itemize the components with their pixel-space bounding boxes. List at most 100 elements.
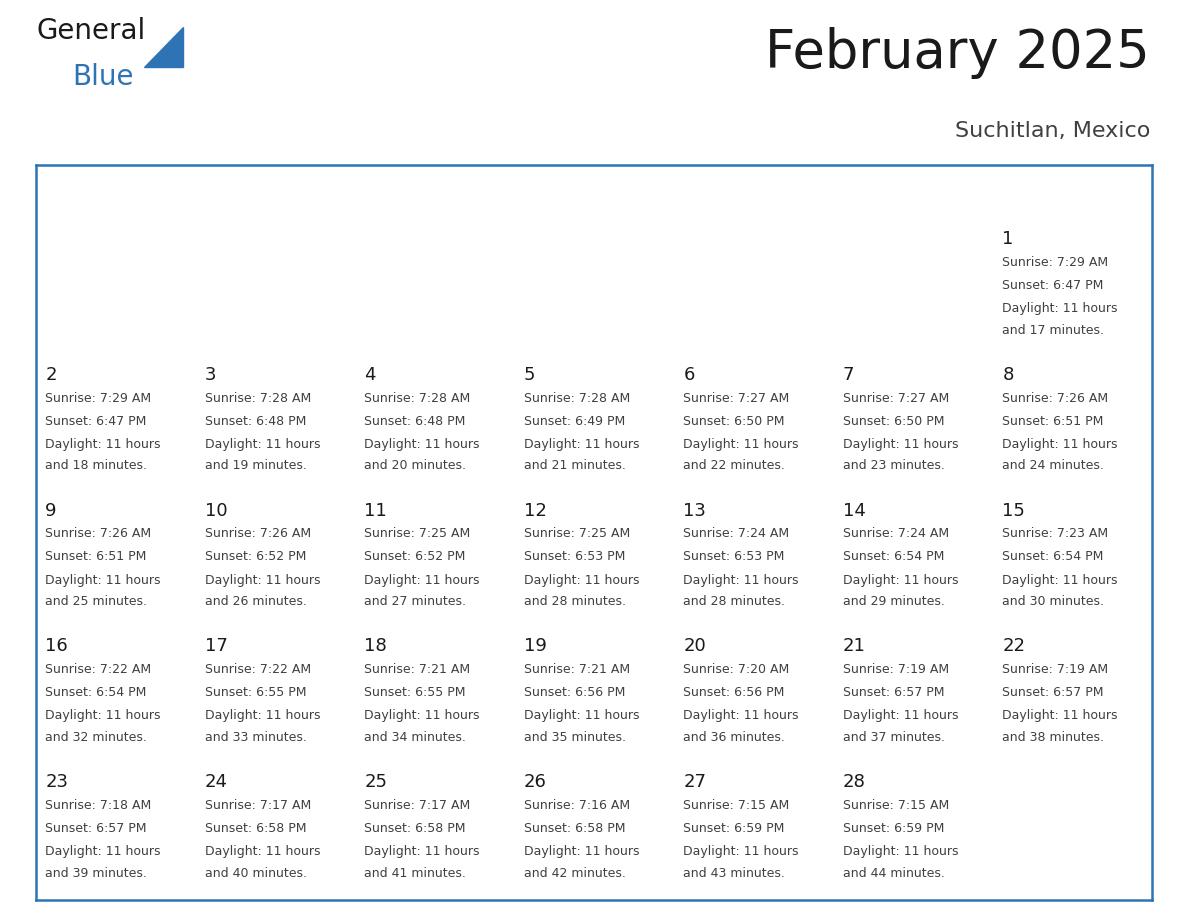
Text: 13: 13 <box>683 501 706 520</box>
Text: and 29 minutes.: and 29 minutes. <box>842 595 944 609</box>
Text: Sunset: 6:54 PM: Sunset: 6:54 PM <box>842 551 944 564</box>
Text: Sunrise: 7:28 AM: Sunrise: 7:28 AM <box>365 391 470 405</box>
Text: Saturday: Saturday <box>1003 185 1083 200</box>
Text: Sunrise: 7:17 AM: Sunrise: 7:17 AM <box>365 799 470 812</box>
Text: Daylight: 11 hours: Daylight: 11 hours <box>683 845 798 858</box>
Text: and 19 minutes.: and 19 minutes. <box>204 459 307 473</box>
Text: 22: 22 <box>1003 637 1025 655</box>
Text: 28: 28 <box>842 773 866 791</box>
Text: Daylight: 11 hours: Daylight: 11 hours <box>365 574 480 587</box>
Text: Sunset: 6:56 PM: Sunset: 6:56 PM <box>683 687 785 700</box>
Text: Sunrise: 7:20 AM: Sunrise: 7:20 AM <box>683 663 790 677</box>
Text: Sunrise: 7:16 AM: Sunrise: 7:16 AM <box>524 799 630 812</box>
Polygon shape <box>144 27 183 67</box>
Text: Daylight: 11 hours: Daylight: 11 hours <box>1003 438 1118 451</box>
Text: Daylight: 11 hours: Daylight: 11 hours <box>204 710 321 722</box>
Text: Sunrise: 7:27 AM: Sunrise: 7:27 AM <box>683 391 790 405</box>
Text: Sunday: Sunday <box>45 185 112 200</box>
Text: 23: 23 <box>45 773 68 791</box>
Text: Daylight: 11 hours: Daylight: 11 hours <box>683 438 798 451</box>
Text: 17: 17 <box>204 637 228 655</box>
Text: Sunset: 6:59 PM: Sunset: 6:59 PM <box>683 823 785 835</box>
Text: and 28 minutes.: and 28 minutes. <box>524 595 626 609</box>
Text: Sunset: 6:59 PM: Sunset: 6:59 PM <box>842 823 944 835</box>
Text: Sunrise: 7:22 AM: Sunrise: 7:22 AM <box>45 663 151 677</box>
Text: Sunset: 6:47 PM: Sunset: 6:47 PM <box>45 415 146 428</box>
Text: Sunrise: 7:21 AM: Sunrise: 7:21 AM <box>365 663 470 677</box>
Text: Sunset: 6:48 PM: Sunset: 6:48 PM <box>204 415 307 428</box>
Text: Sunset: 6:54 PM: Sunset: 6:54 PM <box>45 687 146 700</box>
Text: 20: 20 <box>683 637 706 655</box>
Text: February 2025: February 2025 <box>765 27 1150 79</box>
Text: Sunset: 6:53 PM: Sunset: 6:53 PM <box>683 551 785 564</box>
Text: Daylight: 11 hours: Daylight: 11 hours <box>45 438 160 451</box>
Text: 9: 9 <box>45 501 57 520</box>
Text: Blue: Blue <box>72 62 134 91</box>
Text: Suchitlan, Mexico: Suchitlan, Mexico <box>955 121 1150 140</box>
Text: and 39 minutes.: and 39 minutes. <box>45 867 147 880</box>
Text: Daylight: 11 hours: Daylight: 11 hours <box>365 438 480 451</box>
Text: Daylight: 11 hours: Daylight: 11 hours <box>524 710 639 722</box>
Text: Sunrise: 7:19 AM: Sunrise: 7:19 AM <box>842 663 949 677</box>
Text: 25: 25 <box>365 773 387 791</box>
Text: Sunset: 6:50 PM: Sunset: 6:50 PM <box>842 415 944 428</box>
Text: Sunset: 6:54 PM: Sunset: 6:54 PM <box>1003 551 1104 564</box>
Text: and 38 minutes.: and 38 minutes. <box>1003 731 1105 744</box>
Text: Daylight: 11 hours: Daylight: 11 hours <box>842 574 959 587</box>
Text: Thursday: Thursday <box>683 185 766 200</box>
Text: 10: 10 <box>204 501 227 520</box>
Text: Sunrise: 7:28 AM: Sunrise: 7:28 AM <box>204 391 311 405</box>
Text: 12: 12 <box>524 501 546 520</box>
Text: and 18 minutes.: and 18 minutes. <box>45 459 147 473</box>
Text: and 24 minutes.: and 24 minutes. <box>1003 459 1105 473</box>
Text: Daylight: 11 hours: Daylight: 11 hours <box>45 574 160 587</box>
Text: Sunrise: 7:29 AM: Sunrise: 7:29 AM <box>45 391 151 405</box>
Text: Sunset: 6:48 PM: Sunset: 6:48 PM <box>365 415 466 428</box>
Text: and 32 minutes.: and 32 minutes. <box>45 731 147 744</box>
Text: Daylight: 11 hours: Daylight: 11 hours <box>683 574 798 587</box>
Text: and 27 minutes.: and 27 minutes. <box>365 595 466 609</box>
Text: Daylight: 11 hours: Daylight: 11 hours <box>683 710 798 722</box>
Text: and 21 minutes.: and 21 minutes. <box>524 459 626 473</box>
Text: 7: 7 <box>842 365 854 384</box>
Text: Monday: Monday <box>204 185 276 200</box>
Text: Sunrise: 7:19 AM: Sunrise: 7:19 AM <box>1003 663 1108 677</box>
Text: Sunrise: 7:25 AM: Sunrise: 7:25 AM <box>524 527 630 541</box>
Text: 5: 5 <box>524 365 536 384</box>
Text: 11: 11 <box>365 501 387 520</box>
Text: Daylight: 11 hours: Daylight: 11 hours <box>365 710 480 722</box>
Text: Sunrise: 7:29 AM: Sunrise: 7:29 AM <box>1003 255 1108 269</box>
Text: Daylight: 11 hours: Daylight: 11 hours <box>45 845 160 858</box>
Text: Sunset: 6:55 PM: Sunset: 6:55 PM <box>365 687 466 700</box>
Text: and 30 minutes.: and 30 minutes. <box>1003 595 1105 609</box>
Text: Sunrise: 7:22 AM: Sunrise: 7:22 AM <box>204 663 311 677</box>
Text: Daylight: 11 hours: Daylight: 11 hours <box>365 845 480 858</box>
Text: Sunset: 6:52 PM: Sunset: 6:52 PM <box>204 551 307 564</box>
Text: General: General <box>37 17 146 45</box>
Text: 16: 16 <box>45 637 68 655</box>
Text: Daylight: 11 hours: Daylight: 11 hours <box>524 845 639 858</box>
Text: and 26 minutes.: and 26 minutes. <box>204 595 307 609</box>
Text: Sunset: 6:58 PM: Sunset: 6:58 PM <box>524 823 625 835</box>
Text: Daylight: 11 hours: Daylight: 11 hours <box>524 574 639 587</box>
Text: Daylight: 11 hours: Daylight: 11 hours <box>1003 302 1118 315</box>
Text: Daylight: 11 hours: Daylight: 11 hours <box>204 574 321 587</box>
Text: 19: 19 <box>524 637 546 655</box>
Text: Sunset: 6:58 PM: Sunset: 6:58 PM <box>204 823 307 835</box>
Text: and 43 minutes.: and 43 minutes. <box>683 867 785 880</box>
Text: Friday: Friday <box>842 185 897 200</box>
Text: Sunset: 6:57 PM: Sunset: 6:57 PM <box>45 823 146 835</box>
Text: and 33 minutes.: and 33 minutes. <box>204 731 307 744</box>
Text: Daylight: 11 hours: Daylight: 11 hours <box>204 438 321 451</box>
Text: 27: 27 <box>683 773 707 791</box>
Text: and 34 minutes.: and 34 minutes. <box>365 731 466 744</box>
Text: and 37 minutes.: and 37 minutes. <box>842 731 944 744</box>
Text: Sunrise: 7:18 AM: Sunrise: 7:18 AM <box>45 799 151 812</box>
Text: Tuesday: Tuesday <box>365 185 437 200</box>
Text: Sunrise: 7:25 AM: Sunrise: 7:25 AM <box>365 527 470 541</box>
Text: Sunrise: 7:27 AM: Sunrise: 7:27 AM <box>842 391 949 405</box>
Text: and 44 minutes.: and 44 minutes. <box>842 867 944 880</box>
Text: Sunset: 6:57 PM: Sunset: 6:57 PM <box>842 687 944 700</box>
Text: Sunrise: 7:26 AM: Sunrise: 7:26 AM <box>204 527 311 541</box>
Text: 8: 8 <box>1003 365 1013 384</box>
